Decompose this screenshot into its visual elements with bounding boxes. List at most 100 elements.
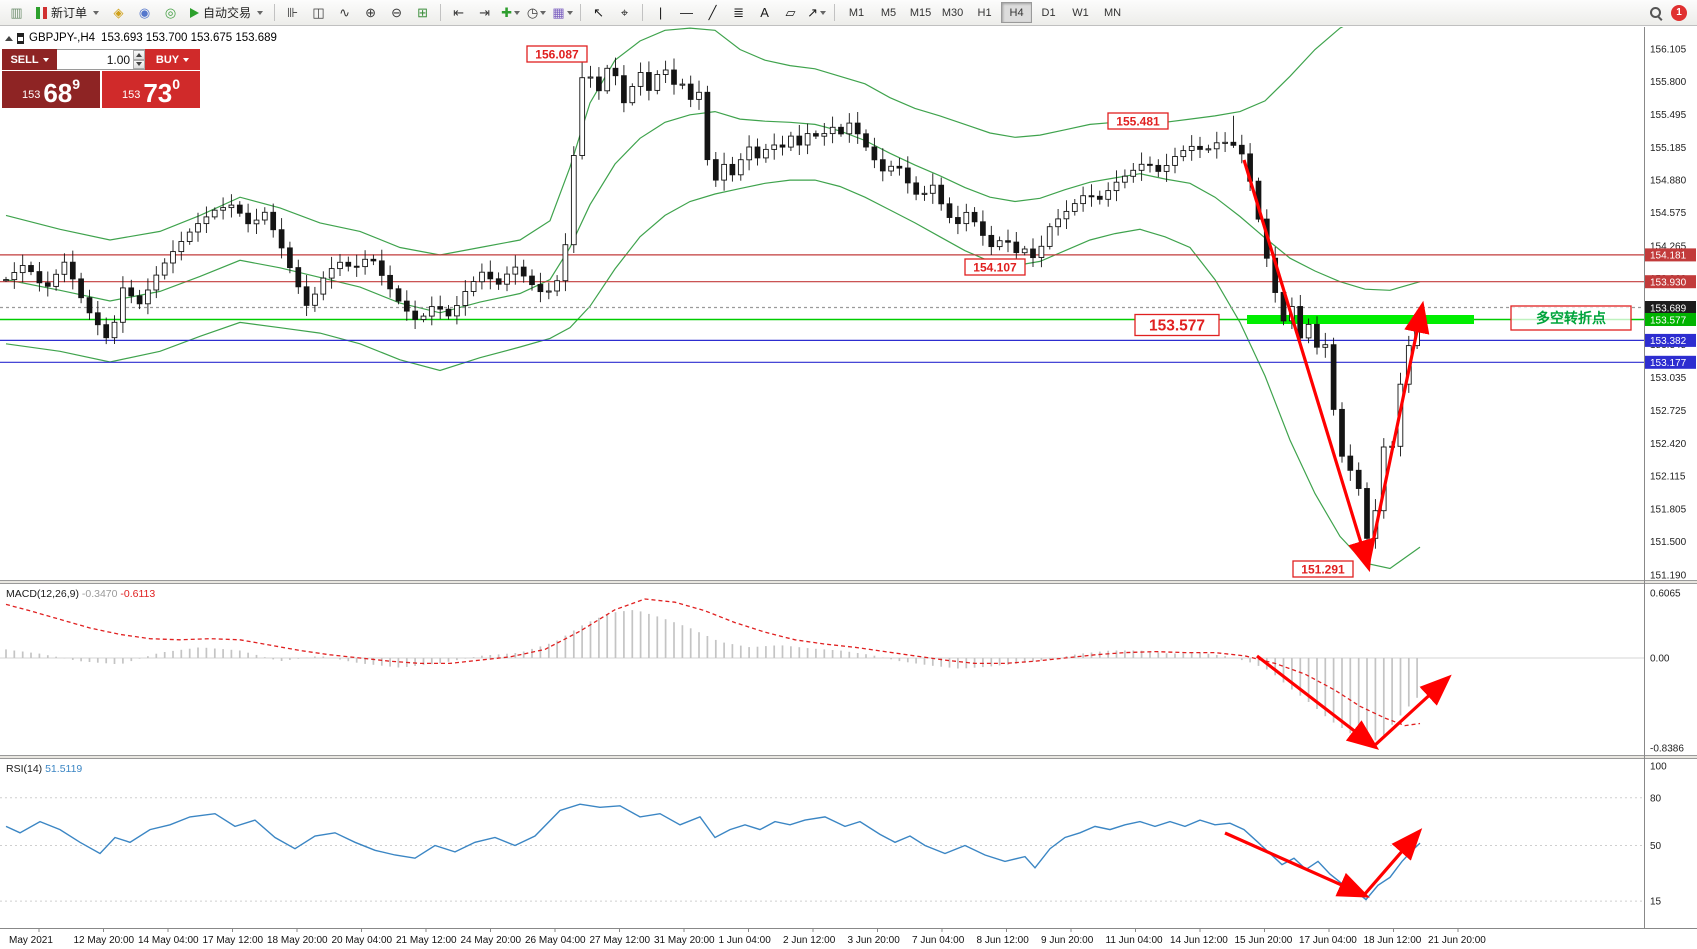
bollinger-bands bbox=[5, 27, 1421, 570]
bar-chart-icon[interactable]: ⊪ bbox=[286, 4, 299, 20]
horizontal-line-icon[interactable]: ― bbox=[680, 5, 694, 20]
support-highlight-bar[interactable] bbox=[1247, 315, 1474, 324]
play-icon bbox=[190, 7, 200, 18]
new-chart-icon[interactable]: ▥ bbox=[10, 4, 23, 20]
new-order-button[interactable]: 新订单 bbox=[30, 3, 105, 23]
tf-h4-button[interactable]: H4 bbox=[1001, 2, 1033, 23]
shapes-icon[interactable]: ▱ bbox=[785, 4, 796, 20]
search-icon[interactable] bbox=[1649, 6, 1663, 20]
tile-windows-icon[interactable]: ⊞ bbox=[417, 4, 428, 20]
tf-w1-button[interactable]: W1 bbox=[1072, 6, 1089, 19]
svg-text:153.035: 153.035 bbox=[1650, 373, 1687, 384]
line-chart-icon[interactable]: ∿ bbox=[339, 4, 350, 20]
crosshair-icon[interactable]: ⌖ bbox=[620, 4, 629, 20]
svg-text:11 Jun 04:00: 11 Jun 04:00 bbox=[1106, 935, 1164, 946]
price-badge bbox=[1645, 313, 1696, 326]
toolbar-left-group: ▥ 新订单 ◈ ◉ ◎ 自动交易 ⊪ ◫ ∿ ⊕ ⊖ ⊞ ⇤ ⇥ ✚ ◷ ▦ ↖ ⌖ | ― ╱ ≣ A ▱ ↗ bbox=[4, 3, 839, 23]
chart-area: MACD(12,26,9) -0.3470 -0.6113 0.6065 0.00 -… bbox=[0, 27, 1697, 949]
svg-text:15: 15 bbox=[1650, 897, 1662, 908]
fibonacci-icon[interactable]: ≣ bbox=[733, 4, 744, 20]
tf-d1-button[interactable]: D1 bbox=[1041, 6, 1056, 19]
market-watch-icon[interactable]: ◈ bbox=[113, 4, 124, 20]
svg-text:12 May 20:00: 12 May 20:00 bbox=[74, 935, 135, 946]
svg-text:26 May 04:00: 26 May 04:00 bbox=[525, 935, 586, 946]
volume-up-button[interactable] bbox=[133, 50, 145, 60]
sell-button[interactable]: SELL bbox=[2, 49, 57, 70]
toolbar-separator bbox=[834, 4, 836, 21]
caret-down-icon bbox=[540, 10, 547, 15]
zoom-out-icon[interactable]: ⊖ bbox=[391, 4, 402, 20]
svg-text:156.105: 156.105 bbox=[1650, 45, 1687, 56]
trendline-icon[interactable]: ╱ bbox=[708, 4, 717, 20]
tf-m15-button[interactable]: M15 bbox=[909, 6, 932, 19]
tf-m1-button[interactable]: M1 bbox=[848, 6, 865, 19]
vertical-line-icon[interactable]: | bbox=[658, 5, 663, 20]
horizontal-level-lines[interactable] bbox=[0, 254, 1644, 363]
svg-text:154.575: 154.575 bbox=[1650, 208, 1687, 219]
turning-point-annotation[interactable]: 多空转折点 bbox=[1510, 305, 1632, 331]
rsi-line bbox=[5, 803, 1421, 901]
ask-price-sup: 0 bbox=[172, 76, 181, 92]
volume-box bbox=[57, 49, 145, 70]
notifications-badge[interactable]: 1 bbox=[1671, 4, 1687, 21]
time-axis[interactable]: May 2021 12 May 20:00 14 May 04:00 17 May 1… bbox=[9, 928, 1486, 946]
cursor-icon[interactable]: ↖ bbox=[593, 4, 604, 20]
period-menu-icon[interactable]: ◷ bbox=[524, 3, 549, 23]
svg-text:3 Jun 20:00: 3 Jun 20:00 bbox=[848, 935, 901, 946]
svg-text:31 May 20:00: 31 May 20:00 bbox=[654, 935, 715, 946]
trend-arrows[interactable] bbox=[1224, 159, 1452, 898]
svg-text:154.265: 154.265 bbox=[1650, 241, 1687, 252]
svg-text:151.500: 151.500 bbox=[1650, 537, 1687, 548]
price-callouts[interactable]: 156.087 155.481 154.107 153.577 151.291 bbox=[526, 45, 1354, 578]
svg-text:21 May 12:00: 21 May 12:00 bbox=[396, 935, 457, 946]
chart-canvas[interactable]: MACD(12,26,9) -0.3470 -0.6113 0.6065 0.00 -… bbox=[0, 27, 1697, 949]
svg-text:0.6065: 0.6065 bbox=[1650, 588, 1681, 599]
svg-text:80: 80 bbox=[1650, 793, 1662, 804]
macd-label: MACD(12,26,9) -0.3470 -0.6113 bbox=[6, 588, 155, 600]
template-menu-icon[interactable]: ▦ bbox=[550, 3, 575, 23]
tf-m5-button[interactable]: M5 bbox=[880, 6, 897, 19]
navigator-icon[interactable]: ◎ bbox=[164, 4, 177, 20]
zoom-in-icon[interactable]: ⊕ bbox=[365, 4, 376, 20]
macd-signal-line bbox=[5, 598, 1421, 727]
tf-mn-button[interactable]: MN bbox=[1103, 6, 1122, 19]
svg-text:1 Jun 04:00: 1 Jun 04:00 bbox=[719, 935, 772, 946]
volume-down-button[interactable] bbox=[133, 59, 145, 69]
data-window-icon[interactable]: ◉ bbox=[138, 4, 151, 20]
tf-m30-button[interactable]: M30 bbox=[941, 6, 964, 19]
bid-price-small: 153 bbox=[21, 89, 41, 101]
chart-back-icon[interactable]: ⇤ bbox=[453, 4, 464, 20]
symbol-ohlc: 153.693 153.700 153.675 153.689 bbox=[101, 32, 277, 44]
volume-input[interactable] bbox=[57, 50, 134, 69]
bid-price-button[interactable]: 153 68 9 bbox=[2, 71, 100, 108]
add-indicator-icon[interactable]: ✚ bbox=[498, 3, 523, 23]
one-click-trade-panel: SELL BUY 153 68 bbox=[2, 49, 200, 108]
ask-price-small: 153 bbox=[121, 89, 141, 101]
bid-price-sup: 9 bbox=[72, 76, 81, 92]
svg-text:151.805: 151.805 bbox=[1650, 505, 1687, 516]
svg-text:7 Jun 04:00: 7 Jun 04:00 bbox=[912, 935, 965, 946]
timeframe-buttons: M1 M5 M15 M30 H1 H4 D1 W1 MN bbox=[841, 2, 1128, 23]
oneclick-collapse-button[interactable] bbox=[5, 36, 13, 41]
tf-h1-button[interactable]: H1 bbox=[977, 6, 992, 19]
chart-forward-icon[interactable]: ⇥ bbox=[479, 4, 490, 20]
svg-text:18 Jun 12:00: 18 Jun 12:00 bbox=[1364, 935, 1422, 946]
price-badge bbox=[1645, 333, 1696, 347]
buy-button[interactable]: BUY bbox=[145, 49, 200, 70]
price-axis[interactable]: 156.105 155.800 155.495 155.185 154.880 154.5… bbox=[1644, 27, 1697, 928]
macd-panel: MACD(12,26,9) -0.3470 -0.6113 0.6065 0.00 -… bbox=[0, 588, 1684, 755]
price-badge bbox=[1645, 275, 1696, 289]
ask-price-button[interactable]: 153 73 0 bbox=[102, 71, 200, 108]
candlestick-chart-icon[interactable]: ◫ bbox=[312, 4, 325, 20]
svg-text:18 May 20:00: 18 May 20:00 bbox=[267, 935, 328, 946]
svg-text:155.185: 155.185 bbox=[1650, 143, 1687, 154]
text-tool-icon[interactable]: A bbox=[760, 5, 769, 20]
autotrading-button[interactable]: 自动交易 bbox=[184, 3, 269, 23]
svg-text:May 2021: May 2021 bbox=[9, 935, 53, 946]
panel-separators[interactable] bbox=[0, 580, 1697, 929]
candles-icon bbox=[36, 6, 47, 19]
svg-text:152.115: 152.115 bbox=[1650, 471, 1686, 482]
arrow-tool-icon[interactable]: ↗ bbox=[804, 3, 829, 23]
svg-text:14 May 04:00: 14 May 04:00 bbox=[138, 935, 199, 946]
